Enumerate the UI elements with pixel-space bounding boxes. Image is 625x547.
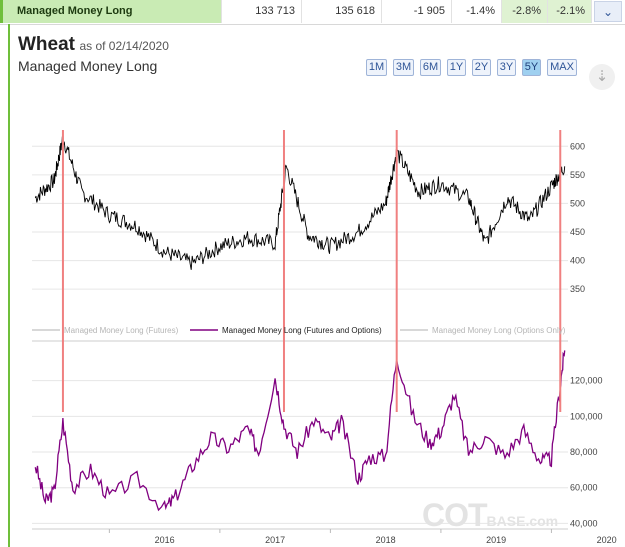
as-of-date: as of 02/14/2020 [79, 39, 169, 53]
price-y-tick-label: 450 [570, 227, 585, 237]
range-button-5y[interactable]: 5Y [522, 59, 541, 76]
cot-y-tick-label: 80,000 [570, 447, 598, 457]
watermark-domain: BASE.com [486, 513, 559, 529]
watermark-main: COT [422, 497, 488, 533]
legend-label: Managed Money Long (Options Only) [432, 326, 566, 335]
grid-layer [32, 145, 568, 533]
price-panel [34, 136, 566, 270]
range-button-max[interactable]: MAX [547, 59, 577, 76]
summary-previous-value: 135 618 [302, 0, 382, 23]
x-tick-label: 2016 [155, 535, 175, 545]
chart-header: Wheat as of 02/14/2020 [18, 34, 169, 56]
range-button-6m[interactable]: 6M [420, 59, 441, 76]
x-tick-label: 2019 [486, 535, 506, 545]
price-series-line [34, 136, 566, 270]
price-y-tick-label: 350 [570, 284, 585, 294]
summary-row: Managed Money Long 133 713 135 618 -1 90… [0, 0, 625, 25]
legend: Managed Money Long (Futures) Managed Mone… [32, 326, 566, 335]
summary-change-percent-2: -2.8% [502, 0, 548, 23]
selection-rule [8, 24, 10, 547]
price-y-tick-label: 600 [570, 141, 585, 151]
axis-labels: 350 400 450 500 550 600 40,000 60,000 80,000 100,… [155, 141, 617, 545]
cot-panel [34, 350, 566, 512]
summary-row-label[interactable]: Managed Money Long [0, 0, 222, 23]
cot-y-tick-label: 60,000 [570, 483, 598, 493]
legend-label: Managed Money Long (Futures and Options) [222, 326, 382, 335]
summary-current-value: 133 713 [222, 0, 302, 23]
chart-subtitle: Managed Money Long [18, 58, 158, 74]
x-tick-label: 2020 [597, 535, 617, 545]
range-button-3y[interactable]: 3Y [497, 59, 516, 76]
chevron-down-icon[interactable]: ⌄ [594, 1, 622, 22]
price-y-tick-label: 400 [570, 256, 585, 266]
legend-label: Managed Money Long (Futures) [64, 326, 179, 335]
range-button-1m[interactable]: 1M [366, 59, 387, 76]
range-button-1y[interactable]: 1Y [447, 59, 466, 76]
cot-y-tick-label: 120,000 [570, 376, 603, 386]
range-button-2y[interactable]: 2Y [472, 59, 491, 76]
x-tick-label: 2017 [265, 535, 285, 545]
price-y-tick-label: 550 [570, 170, 585, 180]
download-icon[interactable]: ⇣ [589, 64, 615, 90]
range-button-3m[interactable]: 3M [393, 59, 414, 76]
price-y-tick-label: 500 [570, 198, 585, 208]
summary-change-percent-3: -2.1% [548, 0, 592, 23]
summary-change-percent: -1.4% [452, 0, 502, 23]
cot-y-tick-label: 40,000 [570, 518, 598, 528]
page-title: Wheat [18, 34, 75, 55]
futures-and-options-series-line [34, 350, 566, 512]
peak-markers [61, 130, 562, 412]
cot-y-tick-label: 100,000 [570, 411, 603, 421]
x-tick-label: 2018 [376, 535, 396, 545]
cotbase-watermark: COTBASE.com [422, 497, 558, 534]
summary-change-value: -1 905 [382, 0, 452, 23]
